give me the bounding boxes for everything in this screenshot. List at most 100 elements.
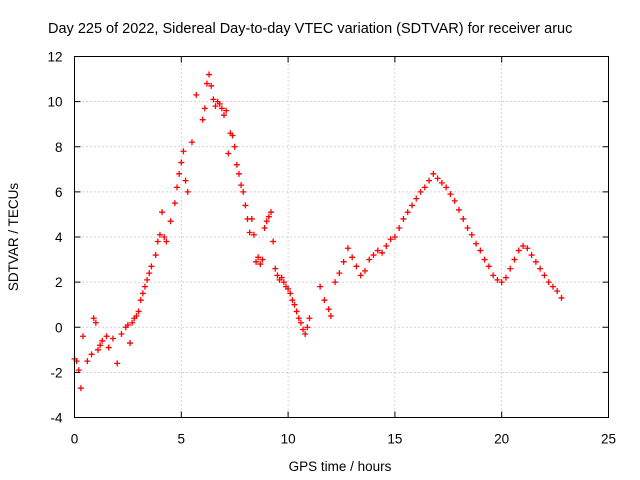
data-point <box>357 272 364 279</box>
chart-title: Day 225 of 2022, Sidereal Day-to-day VTE… <box>48 21 572 37</box>
data-point <box>178 159 185 166</box>
data-point <box>124 321 131 328</box>
data-point <box>460 215 467 222</box>
data-point <box>541 272 548 279</box>
y-tick-label: 4 <box>55 230 63 245</box>
y-axis-label: SDTVAR / TECUs <box>6 183 21 292</box>
x-tick-label: 5 <box>178 432 186 447</box>
data-point <box>225 150 232 157</box>
data-point <box>291 301 298 308</box>
data-point <box>468 231 475 238</box>
data-point <box>545 279 552 286</box>
data-point <box>156 231 163 238</box>
data-point <box>417 188 424 195</box>
data-point <box>176 170 183 177</box>
data-point <box>261 224 268 231</box>
data-point <box>144 276 151 283</box>
data-point <box>84 358 91 365</box>
data-point <box>520 243 527 250</box>
data-point <box>206 71 213 78</box>
data-point <box>455 206 462 213</box>
data-point <box>554 288 561 295</box>
data-point <box>485 263 492 270</box>
data-point <box>118 331 125 338</box>
data-point <box>295 315 302 322</box>
y-tick-label: 2 <box>55 275 63 290</box>
data-point <box>141 283 148 290</box>
y-tick-label: -2 <box>50 365 62 380</box>
data-point <box>210 96 217 103</box>
data-point <box>502 274 509 281</box>
data-point <box>88 351 95 358</box>
data-point <box>135 308 142 315</box>
data-point <box>154 238 161 245</box>
data-point <box>139 290 146 297</box>
data-point <box>494 276 501 283</box>
data-point <box>304 324 311 331</box>
y-axis: -4 -2 0 2 4 6 8 10 12 <box>47 50 609 426</box>
data-point <box>430 170 437 177</box>
data-point <box>287 290 294 297</box>
data-point <box>404 209 411 216</box>
grid-lines <box>74 56 609 418</box>
data-point <box>263 218 270 225</box>
data-point <box>235 170 242 177</box>
data-point <box>193 91 200 98</box>
data-point <box>528 252 535 259</box>
data-point <box>447 191 454 198</box>
data-point <box>223 107 230 114</box>
data-point <box>259 256 266 263</box>
data-point <box>163 238 170 245</box>
data-point <box>400 215 407 222</box>
data-point <box>379 249 386 256</box>
data-point <box>387 236 394 243</box>
data-point <box>438 179 445 186</box>
data-point <box>274 272 281 279</box>
data-point <box>349 254 356 261</box>
data-point <box>370 252 377 259</box>
data-point <box>188 139 195 146</box>
data-point <box>280 279 287 286</box>
data-point <box>537 265 544 272</box>
data-point <box>289 297 296 304</box>
data-point <box>253 258 260 265</box>
x-tick-label: 15 <box>387 432 402 447</box>
y-tick-label: 6 <box>55 185 63 200</box>
data-point <box>270 238 277 245</box>
data-point <box>212 103 219 110</box>
data-point <box>94 346 101 353</box>
data-point <box>302 331 309 338</box>
data-point <box>344 245 351 252</box>
data-point <box>148 263 155 270</box>
data-point <box>238 182 245 189</box>
data-point <box>524 245 531 252</box>
data-point <box>103 333 110 340</box>
data-point <box>421 184 428 191</box>
data-point <box>434 175 441 182</box>
data-point <box>92 319 99 326</box>
data-point <box>265 213 272 220</box>
data-point <box>137 297 144 304</box>
data-point <box>203 80 210 87</box>
y-tick-label: 8 <box>55 140 63 155</box>
data-point <box>109 335 116 342</box>
data-point <box>297 319 304 326</box>
data-point <box>268 209 275 216</box>
data-point <box>285 285 292 292</box>
data-point <box>233 161 240 168</box>
data-point <box>396 224 403 231</box>
data-point <box>325 306 332 313</box>
data-point <box>90 315 97 322</box>
data-points <box>71 71 565 392</box>
data-point <box>248 215 255 222</box>
data-point <box>216 100 223 107</box>
data-point <box>152 252 159 259</box>
data-point <box>321 297 328 304</box>
x-axis: 0 5 10 15 20 25 <box>71 56 616 447</box>
y-tick-label: 0 <box>55 320 63 335</box>
data-point <box>105 344 112 351</box>
data-point <box>426 177 433 184</box>
data-point <box>127 340 134 347</box>
data-point <box>182 177 189 184</box>
